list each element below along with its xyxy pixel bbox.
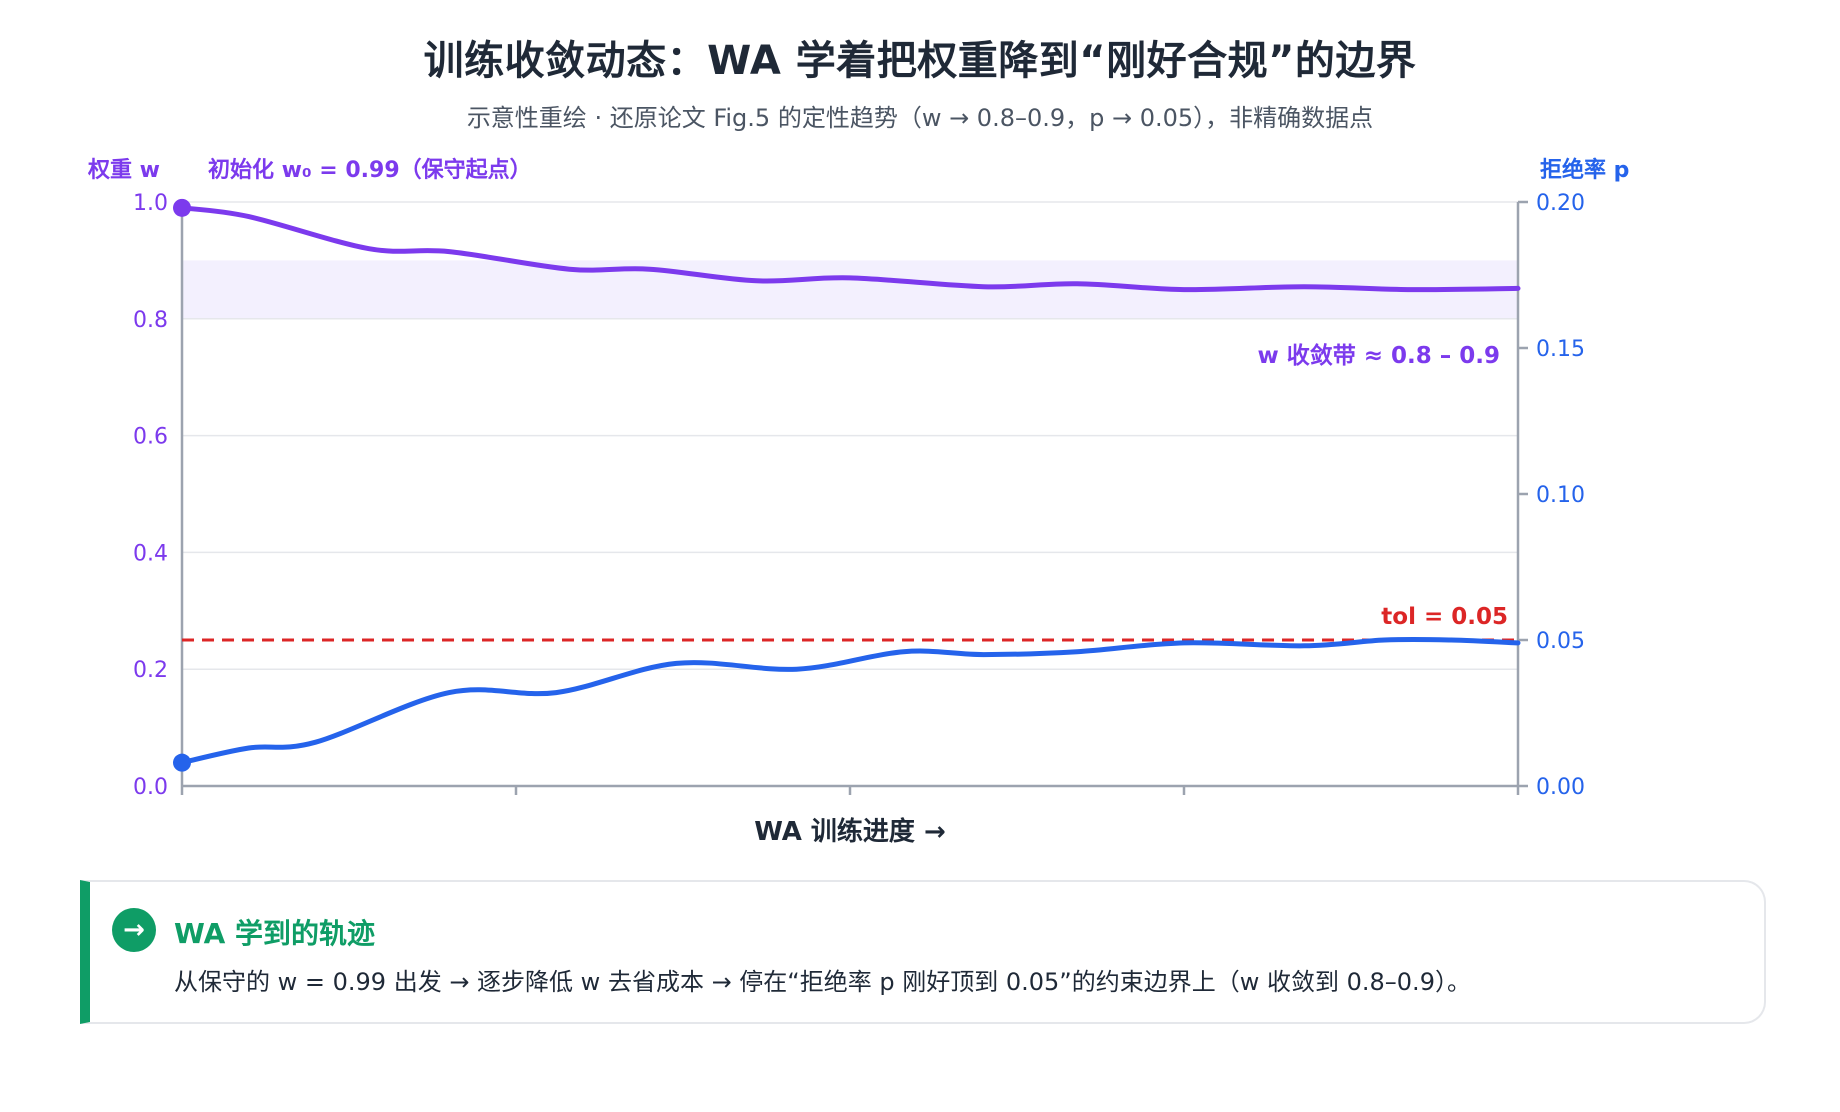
right-tick-label: 0.15	[1536, 337, 1585, 362]
convergence-chart: 0.0 0.2 0.4 0.6 0.8 1.0 0.00 0.05 0.10 0.15 0.20 权重…	[87, 157, 1629, 847]
left-tick-label: 0.6	[133, 425, 168, 450]
left-tick-label: 0.8	[133, 308, 168, 333]
left-tick-label: 0.0	[133, 775, 168, 800]
right-axis-title: 拒绝率 p	[1540, 157, 1629, 183]
x-axis-title: WA 训练进度 →	[754, 816, 946, 847]
left-tick-label: 1.0	[133, 191, 168, 216]
right-tick-label: 0.00	[1536, 775, 1585, 800]
left-axis-title: 权重 w	[87, 157, 160, 183]
left-tick-label: 0.2	[133, 658, 168, 683]
w-convergence-band	[182, 260, 1518, 319]
page-subtitle: 示意性重绘 · 还原论文 Fig.5 的定性趋势（w → 0.8–0.9，p →…	[466, 104, 1374, 132]
series-line-weight	[179, 205, 1521, 293]
band-label: w 收敛带 ≈ 0.8 – 0.9	[1257, 342, 1500, 369]
page-title: 训练收敛动态：WA 学着把权重降到“刚好合规”的边界	[423, 38, 1417, 84]
series-start-point	[173, 198, 191, 217]
series-line-rejection	[179, 636, 1521, 766]
summary-body: 从保守的 w = 0.99 出发 → 逐步降低 w 去省成本 → 停在“拒绝率 …	[174, 968, 1471, 996]
arrow-right-icon: →	[112, 908, 156, 952]
right-tick-label: 0.20	[1536, 191, 1585, 216]
tolerance-label: tol = 0.05	[1381, 604, 1508, 630]
summary-card: → WA 学到的轨迹 从保守的 w = 0.99 出发 → 逐步降低 w 去省成…	[80, 880, 1766, 1024]
right-tick-label: 0.05	[1536, 629, 1585, 654]
summary-title: WA 学到的轨迹	[174, 917, 376, 950]
left-tick-label: 0.4	[133, 541, 168, 566]
start-annotation: 初始化 w₀ = 0.99（保守起点）	[208, 157, 532, 183]
right-tick-label: 0.10	[1536, 483, 1585, 508]
series-start-point	[173, 753, 191, 772]
